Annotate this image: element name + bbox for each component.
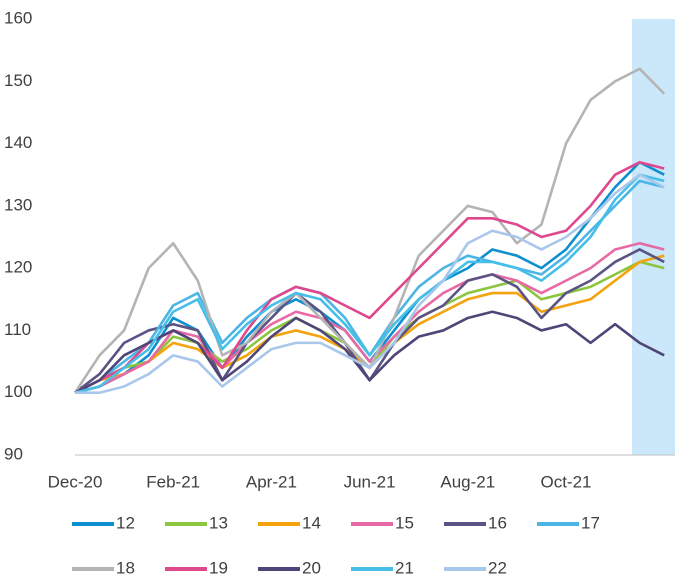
legend-label: 18	[116, 558, 135, 577]
legend-label: 13	[209, 513, 228, 532]
y-tick-label: 110	[4, 320, 31, 339]
series-line	[75, 173, 665, 395]
legend-label: 20	[302, 558, 321, 577]
series-line	[74, 160, 665, 394]
y-tick-label: 160	[4, 8, 32, 27]
y-tick-label: 90	[4, 444, 23, 463]
y-tick-label: 120	[4, 258, 32, 277]
series-line	[74, 173, 665, 394]
y-tick-label: 150	[4, 71, 32, 90]
legend-label: 19	[209, 558, 228, 577]
x-tick-label: Oct-21	[540, 472, 591, 491]
legend-label: 15	[395, 513, 414, 532]
x-tick-label: Apr-21	[246, 472, 297, 491]
series-line	[74, 310, 665, 394]
legend-label: 21	[395, 558, 414, 577]
x-tick-label: Feb-21	[146, 472, 200, 491]
x-tick-label: Aug-21	[440, 472, 495, 491]
legend-label: 22	[488, 558, 507, 577]
y-tick-label: 130	[4, 195, 32, 214]
legend-label: 17	[581, 513, 600, 532]
legend-label: 14	[302, 513, 321, 532]
legend-label: 12	[116, 513, 135, 532]
legend-label: 16	[488, 513, 507, 532]
x-tick-label: Dec-20	[48, 472, 103, 491]
x-tick-label: Jun-21	[344, 472, 396, 491]
y-tick-label: 100	[4, 382, 32, 401]
y-tick-label: 140	[4, 133, 32, 152]
highlight-band	[632, 19, 675, 455]
series-line	[74, 160, 665, 394]
